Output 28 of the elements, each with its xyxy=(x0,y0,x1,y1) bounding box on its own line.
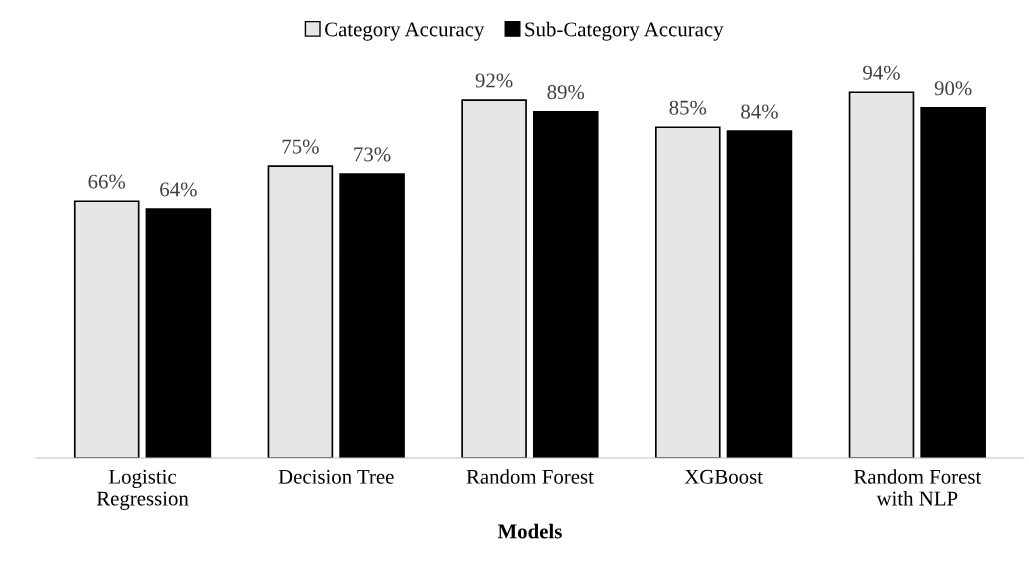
data-label: 84% xyxy=(741,104,778,119)
data-label: 75% xyxy=(282,139,319,154)
data-label: 92% xyxy=(475,73,513,88)
data-label: 90% xyxy=(934,81,972,96)
x-tick-label: Random Forest with NLP xyxy=(853,469,982,506)
bar xyxy=(73,200,140,459)
x-tick-label: XGBoost xyxy=(684,469,763,484)
legend-label: Category Accuracy xyxy=(325,22,485,41)
bar xyxy=(339,173,405,459)
x-tick-label: Logistic Regression xyxy=(96,469,189,510)
x-tick-label: Random Forest xyxy=(466,469,594,484)
x-axis-title: Models xyxy=(497,523,562,539)
bar xyxy=(726,130,793,459)
data-label: 89% xyxy=(547,85,585,100)
bar xyxy=(267,165,334,459)
bar xyxy=(920,106,986,459)
bar xyxy=(461,99,527,459)
x-tick-label: Decision Tree xyxy=(278,469,394,484)
bar xyxy=(532,110,599,459)
data-label: 66% xyxy=(88,174,126,189)
data-label: 73% xyxy=(354,147,391,162)
legend-label: Sub-Category Accuracy xyxy=(525,21,724,41)
data-label: 94% xyxy=(863,65,900,80)
bar xyxy=(145,208,212,459)
bar xyxy=(655,126,721,459)
bar xyxy=(848,91,915,459)
data-label: 64% xyxy=(160,182,197,197)
data-label: 85% xyxy=(669,100,707,115)
